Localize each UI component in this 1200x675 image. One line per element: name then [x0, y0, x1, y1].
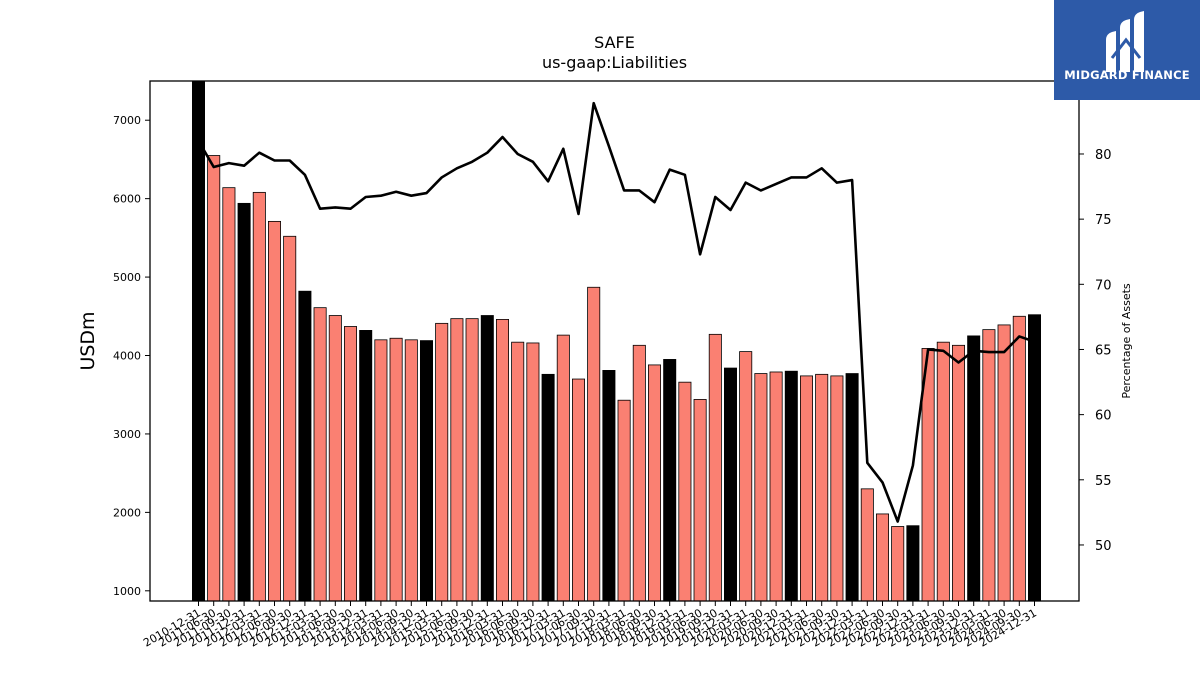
- bar-2016-03-31: [495, 319, 509, 602]
- bar-2024-06-30: [997, 324, 1011, 602]
- y-tick-label: 4000: [113, 350, 141, 363]
- bar-2023-12-31: [967, 335, 981, 602]
- bar-2013-06-30: [328, 315, 342, 602]
- right-axis-ticks: 50 55 60 65 70 75 80: [1079, 148, 1112, 554]
- chart-title: SAFE: [594, 33, 635, 52]
- bar-2010-12-31: [191, 80, 205, 602]
- bar-2019-06-30: [693, 399, 707, 602]
- bar-2011-12-31: [237, 202, 251, 602]
- bar-2013-03-31: [313, 307, 327, 602]
- bar-2016-12-31: [541, 373, 555, 602]
- y-tick-label: 3000: [113, 428, 141, 441]
- y2-tick-label: 65: [1095, 343, 1112, 358]
- left-axis-ticks: 1000 2000 3000 4000 5000 6000 7000: [113, 114, 150, 598]
- percentage-line: [197, 101, 1035, 523]
- bar-2023-06-30: [936, 341, 950, 602]
- bar-2017-03-31: [556, 334, 570, 602]
- y-tick-label: 5000: [113, 271, 141, 284]
- bar-2016-09-30: [526, 342, 540, 602]
- y2-tick-label: 80: [1095, 148, 1112, 163]
- bar-2018-03-31: [617, 399, 631, 602]
- y2-tick-label: 55: [1095, 474, 1112, 489]
- bar-2024-03-31: [982, 329, 996, 602]
- y-tick-label: 6000: [113, 193, 141, 206]
- bar-2023-09-30: [952, 344, 966, 602]
- bar-2019-12-31: [724, 367, 738, 602]
- logo-text: MIDGARD FINANCE: [1064, 68, 1190, 82]
- line-series: [197, 101, 1035, 523]
- bar-2012-12-31: [298, 290, 312, 602]
- bar-2020-09-30: [769, 371, 783, 602]
- bar-2020-06-30: [754, 373, 768, 602]
- chart-subtitle: us-gaap:Liabilities: [542, 53, 687, 72]
- bar-2021-06-30: [815, 373, 829, 602]
- bar-2014-09-30: [404, 339, 418, 602]
- y-tick-label: 1000: [113, 585, 141, 598]
- bar-2018-06-30: [632, 344, 646, 602]
- bar-2022-09-30: [891, 526, 905, 602]
- bar-2012-09-30: [283, 235, 297, 602]
- bar-2018-12-31: [663, 359, 677, 602]
- y2-tick-label: 75: [1095, 213, 1112, 228]
- bar-series: [191, 80, 1042, 602]
- bar-2011-09-30: [222, 187, 236, 602]
- bar-2012-03-31: [252, 191, 266, 602]
- bar-2019-03-31: [678, 381, 692, 602]
- bar-2014-12-31: [419, 340, 433, 602]
- bar-2014-03-31: [374, 339, 388, 602]
- y-tick-label: 7000: [113, 114, 141, 127]
- x-axis-ticks: 2010-12-312011-06-302011-09-302011-12-31…: [141, 601, 1039, 650]
- bar-2012-06-30: [267, 220, 281, 602]
- bar-2020-12-31: [784, 370, 798, 602]
- bar-2015-09-30: [465, 318, 479, 602]
- bar-2018-09-30: [648, 364, 662, 602]
- bar-2017-06-30: [572, 378, 586, 602]
- y2-tick-label: 70: [1095, 278, 1112, 293]
- y-tick-label: 2000: [113, 506, 141, 519]
- midgard-m-logo-icon: [1054, 0, 1200, 100]
- bar-2014-06-30: [389, 337, 403, 602]
- bar-2015-03-31: [435, 322, 449, 602]
- bar-2015-06-30: [450, 318, 464, 602]
- y2-tick-label: 50: [1095, 539, 1112, 554]
- bar-2021-09-30: [830, 375, 844, 602]
- bar-2017-09-30: [587, 286, 601, 602]
- y2-tick-label: 60: [1095, 409, 1112, 424]
- midgard-finance-logo: MIDGARD FINANCE: [1054, 0, 1200, 100]
- bar-2021-12-31: [845, 373, 859, 602]
- bar-2015-12-31: [480, 315, 494, 602]
- bar-2016-06-30: [511, 341, 525, 602]
- bar-2013-12-31: [359, 330, 373, 602]
- bar-2022-03-31: [860, 488, 874, 602]
- y2-axis-label: Percentage of Assets: [1120, 283, 1133, 399]
- bar-2021-03-31: [800, 375, 814, 602]
- bar-2024-12-31: [1028, 314, 1042, 602]
- bar-2024-09-30: [1012, 315, 1026, 602]
- bar-2020-03-31: [739, 351, 753, 602]
- bar-2013-09-30: [343, 326, 357, 602]
- bar-2011-06-30: [207, 155, 221, 602]
- y-axis-label: USDm: [77, 311, 99, 370]
- bar-2022-12-31: [906, 525, 920, 602]
- bar-2022-06-30: [876, 513, 890, 602]
- plot-frame: [149, 80, 1080, 602]
- bar-2019-09-30: [708, 333, 722, 602]
- bar-2017-12-31: [602, 370, 616, 602]
